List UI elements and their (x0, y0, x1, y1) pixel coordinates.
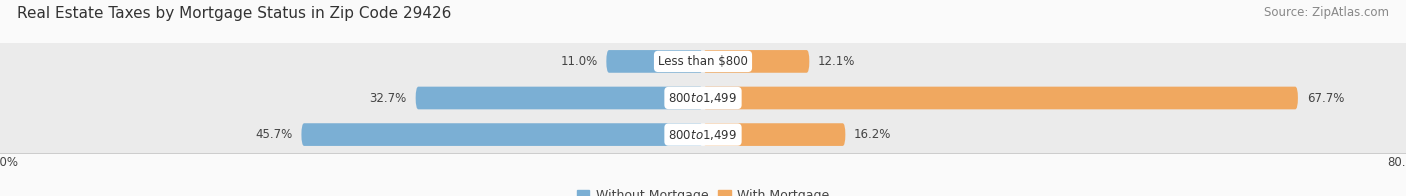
Legend: Without Mortgage, With Mortgage: Without Mortgage, With Mortgage (572, 184, 834, 196)
FancyBboxPatch shape (301, 123, 703, 146)
Text: 67.7%: 67.7% (1306, 92, 1344, 104)
Text: $800 to $1,499: $800 to $1,499 (668, 128, 738, 142)
Text: Real Estate Taxes by Mortgage Status in Zip Code 29426: Real Estate Taxes by Mortgage Status in … (17, 6, 451, 21)
Text: 12.1%: 12.1% (818, 55, 855, 68)
FancyBboxPatch shape (703, 50, 810, 73)
Text: $800 to $1,499: $800 to $1,499 (668, 91, 738, 105)
Text: 11.0%: 11.0% (561, 55, 598, 68)
FancyBboxPatch shape (703, 123, 845, 146)
Text: Source: ZipAtlas.com: Source: ZipAtlas.com (1264, 6, 1389, 19)
FancyBboxPatch shape (606, 50, 703, 73)
Bar (0, 43, 1406, 80)
Bar (0, 80, 1406, 116)
FancyBboxPatch shape (703, 87, 1298, 109)
Text: Less than $800: Less than $800 (658, 55, 748, 68)
Text: 45.7%: 45.7% (256, 128, 292, 141)
FancyBboxPatch shape (416, 87, 703, 109)
Text: 32.7%: 32.7% (370, 92, 406, 104)
Text: 16.2%: 16.2% (855, 128, 891, 141)
Bar (0, 116, 1406, 153)
